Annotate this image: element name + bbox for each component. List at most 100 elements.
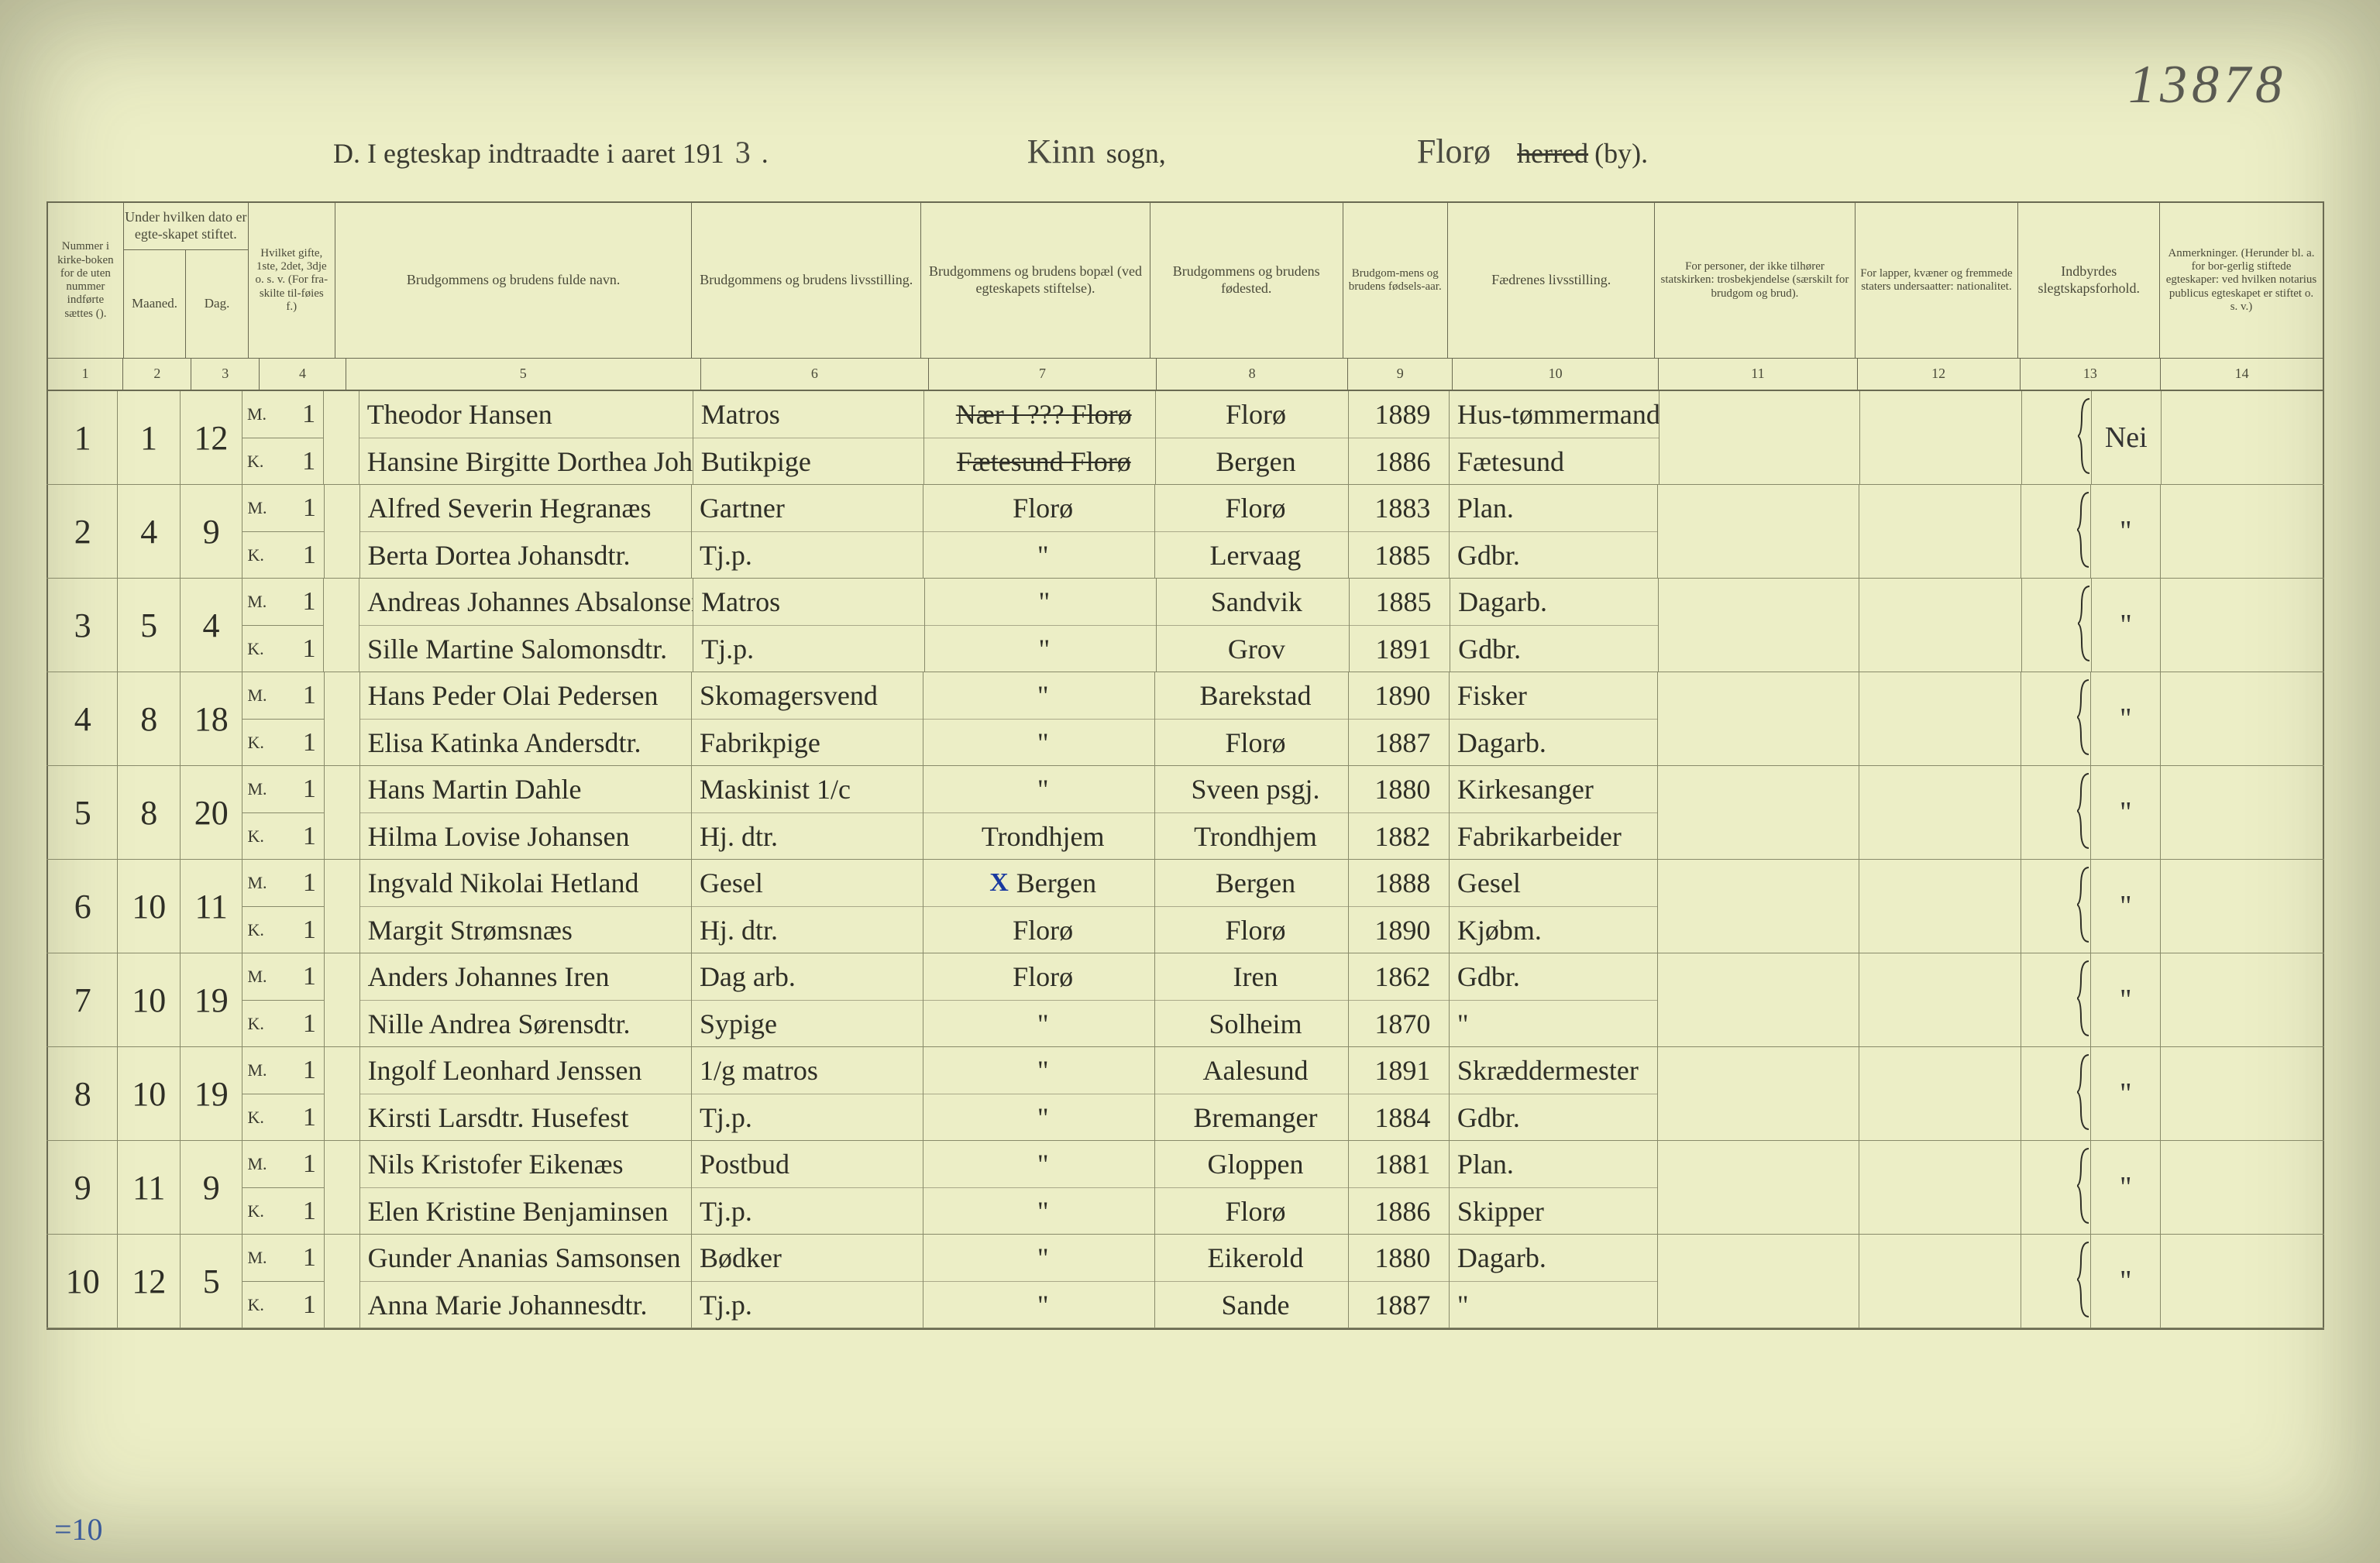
column-number-row: 1 2 3 4 5 6 7 8 9 10 11 12 13 14 (46, 359, 2324, 391)
cell-nationalitet (1859, 672, 2021, 765)
cell-number: 4 (46, 672, 117, 765)
cell-aar: 18851891 (1349, 579, 1450, 672)
cell-mk: M.1K.1 (242, 766, 323, 859)
cell-aar: 18901887 (1348, 672, 1449, 765)
hdr-col-11: For personer, der ikke tilhører statskir… (1654, 203, 1854, 358)
cell-faedre: Dagarb." (1449, 1235, 1657, 1328)
title-sogn-handwritten: Kinn (1027, 132, 1095, 171)
cell-livsstilling: MatrosTj.p. (693, 579, 924, 672)
colnum-8: 8 (1156, 359, 1347, 390)
cell-trosbekj (1657, 1235, 1858, 1328)
table-row: 10125M.1K.1Gunder Ananias SamsonsenAnna … (46, 1235, 2324, 1328)
cell-faedre: SkræddermesterGdbr. (1449, 1047, 1657, 1140)
cell-anmerkning (2160, 1047, 2324, 1140)
cell-slegtskap: " (2021, 672, 2160, 765)
colnum-9: 9 (1347, 359, 1452, 390)
cell-day: 5 (180, 1235, 242, 1328)
cell-names: Alfred Severin HegranæsBerta Dortea Joha… (359, 485, 691, 578)
cell-spacer (324, 672, 359, 765)
table-row: 61011M.1K.1Ingvald Nikolai HetlandMargit… (46, 860, 2324, 953)
cell-trosbekj (1657, 766, 1858, 859)
cell-mk: M.1K.1 (242, 391, 323, 484)
cell-spacer (324, 766, 359, 859)
cell-number: 2 (46, 485, 117, 578)
cell-mk: M.1K.1 (242, 485, 323, 578)
title-herred-suffix: (by). (1594, 137, 1648, 170)
colnum-13: 13 (2020, 359, 2161, 390)
cell-aar: 18621870 (1348, 953, 1449, 1046)
title-herred-handwritten: Florø (1417, 132, 1491, 171)
cell-slegtskap: Nei (2021, 391, 2161, 484)
cell-nationalitet (1859, 1235, 2021, 1328)
cell-month: 10 (117, 1047, 180, 1140)
cell-bopael: "" (923, 1047, 1154, 1140)
cell-bopael: Nær I ??? FlorøFætesund Florø (923, 391, 1155, 484)
colnum-10: 10 (1452, 359, 1658, 390)
cell-slegtskap: " (2021, 860, 2160, 953)
colnum-4: 4 (259, 359, 345, 390)
cell-nationalitet (1859, 579, 2021, 672)
title-sogn-label: sogn, (1106, 137, 1166, 170)
hdr-col-13: Indbyrdes slegtskapsforhold. (2017, 203, 2159, 358)
cell-mk: M.1K.1 (242, 579, 323, 672)
cell-slegtskap: " (2021, 579, 2161, 672)
cell-spacer (324, 1047, 359, 1140)
cell-day: 9 (180, 1141, 242, 1234)
hdr-col-2: Maaned. (124, 250, 186, 358)
page-number-top: 13878 (2128, 54, 2287, 116)
colnum-14: 14 (2160, 359, 2324, 390)
cell-bopael: "" (923, 1141, 1154, 1234)
cell-livsstilling: Dag arb.Sypige (691, 953, 923, 1046)
cell-trosbekj (1657, 672, 1858, 765)
cell-names: Hans Peder Olai PedersenElisa Katinka An… (359, 672, 691, 765)
cell-livsstilling: GeselHj. dtr. (691, 860, 923, 953)
cell-trosbekj (1657, 860, 1858, 953)
cell-slegtskap: " (2021, 1141, 2160, 1234)
cell-trosbekj (1657, 1047, 1858, 1140)
colnum-1: 1 (46, 359, 122, 390)
cell-fodested: IrenSolheim (1154, 953, 1347, 1046)
cell-faedre: FiskerDagarb. (1449, 672, 1657, 765)
cell-aar: 18801882 (1348, 766, 1449, 859)
hdr-col-5: Brudgommens og brudens fulde navn. (335, 203, 692, 358)
cell-fodested: BarekstadFlorø (1154, 672, 1347, 765)
cell-day: 9 (180, 485, 242, 578)
cell-livsstilling: GartnerTj.p. (691, 485, 923, 578)
title-period: . (762, 137, 769, 170)
table-row: 354M.1K.1Andreas Johannes AbsalonsenSill… (46, 579, 2324, 672)
cell-day: 19 (180, 953, 242, 1046)
cell-nationalitet (1859, 1141, 2021, 1234)
cell-anmerkning (2160, 953, 2324, 1046)
cell-month: 5 (117, 579, 179, 672)
cell-slegtskap: " (2021, 953, 2160, 1046)
cell-slegtskap: " (2021, 485, 2160, 578)
cell-spacer (324, 1235, 359, 1328)
cell-day: 18 (180, 672, 242, 765)
page-root: 13878 =10 D. I egteskap indtraadte i aar… (0, 0, 2380, 1563)
cell-livsstilling: SkomagersvendFabrikpige (691, 672, 923, 765)
cell-names: Anders Johannes IrenNille Andrea Sørensd… (359, 953, 691, 1046)
cell-day: 11 (180, 860, 242, 953)
cell-spacer (324, 860, 359, 953)
cell-nationalitet (1859, 766, 2021, 859)
cell-fodested: BergenFlorø (1154, 860, 1347, 953)
cell-anmerkning (2160, 1141, 2324, 1234)
hdr-col-23: Under hvilken dato er egte-skapet stifte… (123, 203, 248, 358)
cell-anmerkning (2160, 672, 2324, 765)
cell-slegtskap: " (2021, 1235, 2160, 1328)
cell-faedre: Plan.Gdbr. (1449, 485, 1657, 578)
title-row: D. I egteskap indtraadte i aaret 191 3 .… (0, 132, 2380, 178)
cell-month: 10 (117, 953, 180, 1046)
cell-names: Hans Martin DahleHilma Lovise Johansen (359, 766, 691, 859)
cell-spacer (324, 1141, 359, 1234)
cell-fodested: EikeroldSande (1154, 1235, 1347, 1328)
cell-number: 6 (46, 860, 117, 953)
cell-names: Ingolf Leonhard JenssenKirsti Larsdtr. H… (359, 1047, 691, 1140)
cell-aar: 18911884 (1348, 1047, 1449, 1140)
cell-spacer (324, 485, 359, 578)
cell-fodested: SandvikGrov (1156, 579, 1349, 672)
cell-names: Andreas Johannes AbsalonsenSille Martine… (359, 579, 693, 672)
cell-anmerkning (2160, 766, 2324, 859)
table-row: 5820M.1K.1Hans Martin DahleHilma Lovise … (46, 766, 2324, 860)
cell-aar: 18881890 (1348, 860, 1449, 953)
